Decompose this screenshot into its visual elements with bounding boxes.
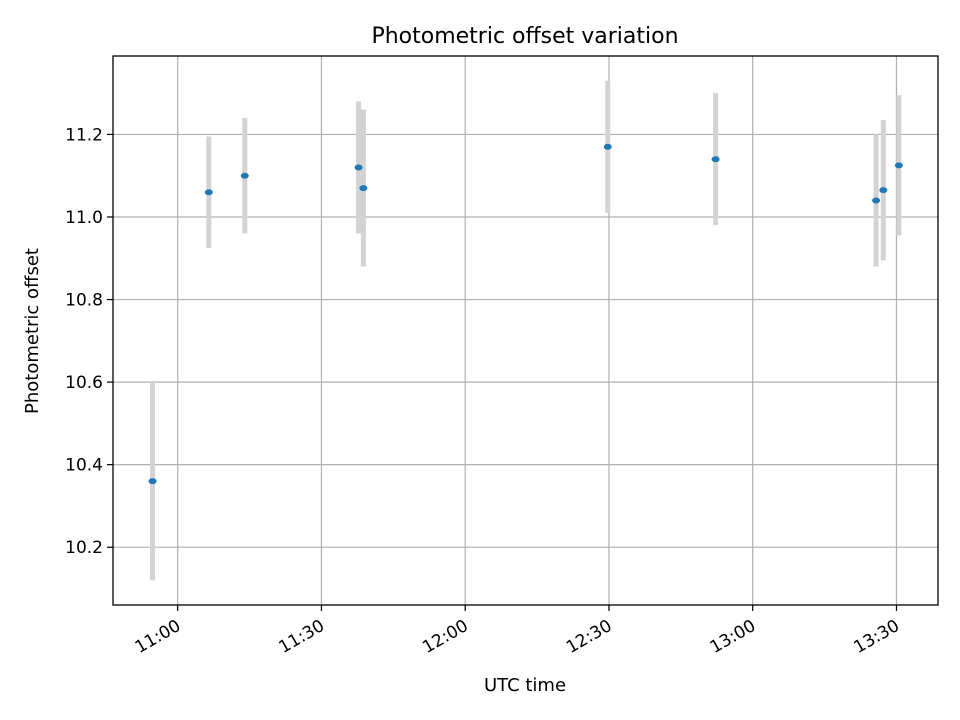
y-tick-label: 10.8 xyxy=(65,291,103,311)
y-tick-label: 11.2 xyxy=(65,125,103,145)
data-point xyxy=(894,162,903,169)
data-point xyxy=(240,172,249,179)
x-axis-label: UTC time xyxy=(484,675,566,696)
data-point xyxy=(359,185,368,192)
y-axis-label: Photometric offset xyxy=(22,248,43,414)
data-point xyxy=(354,164,363,171)
data-points xyxy=(148,143,903,485)
plot-frame xyxy=(112,55,939,606)
data-point xyxy=(603,143,612,150)
data-point xyxy=(872,197,881,204)
y-tick-label: 10.4 xyxy=(65,456,103,476)
y-tick-label: 10.6 xyxy=(65,373,103,393)
y-tick-label: 10.2 xyxy=(65,538,103,558)
data-point xyxy=(204,189,213,196)
data-point xyxy=(711,156,720,163)
data-point xyxy=(879,187,888,194)
chart-title: Photometric offset variation xyxy=(371,24,678,49)
y-axis-ticks: 10.2 10.4 10.6 10.8 11.0 11.2 xyxy=(65,125,113,558)
y-tick-label: 11.0 xyxy=(65,208,103,228)
data-point xyxy=(148,478,157,485)
